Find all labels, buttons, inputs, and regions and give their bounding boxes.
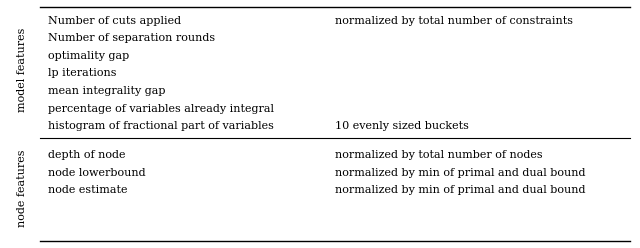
Text: 10 evenly sized buckets: 10 evenly sized buckets	[335, 121, 469, 131]
Text: node features: node features	[17, 149, 27, 227]
Text: normalized by total number of nodes: normalized by total number of nodes	[335, 150, 543, 160]
Text: model features: model features	[17, 28, 27, 112]
Text: mean integrality gap: mean integrality gap	[48, 86, 166, 96]
Text: lp iterations: lp iterations	[48, 68, 116, 79]
Text: normalized by min of primal and dual bound: normalized by min of primal and dual bou…	[335, 185, 586, 195]
Text: node estimate: node estimate	[48, 185, 127, 195]
Text: normalized by total number of constraints: normalized by total number of constraint…	[335, 16, 573, 26]
Text: optimality gap: optimality gap	[48, 51, 129, 61]
Text: depth of node: depth of node	[48, 150, 125, 160]
Text: node lowerbound: node lowerbound	[48, 167, 146, 178]
Text: percentage of variables already integral: percentage of variables already integral	[48, 103, 274, 114]
Text: Number of cuts applied: Number of cuts applied	[48, 16, 181, 26]
Text: histogram of fractional part of variables: histogram of fractional part of variable…	[48, 121, 274, 131]
Text: normalized by min of primal and dual bound: normalized by min of primal and dual bou…	[335, 167, 586, 178]
Text: Number of separation rounds: Number of separation rounds	[48, 33, 215, 43]
